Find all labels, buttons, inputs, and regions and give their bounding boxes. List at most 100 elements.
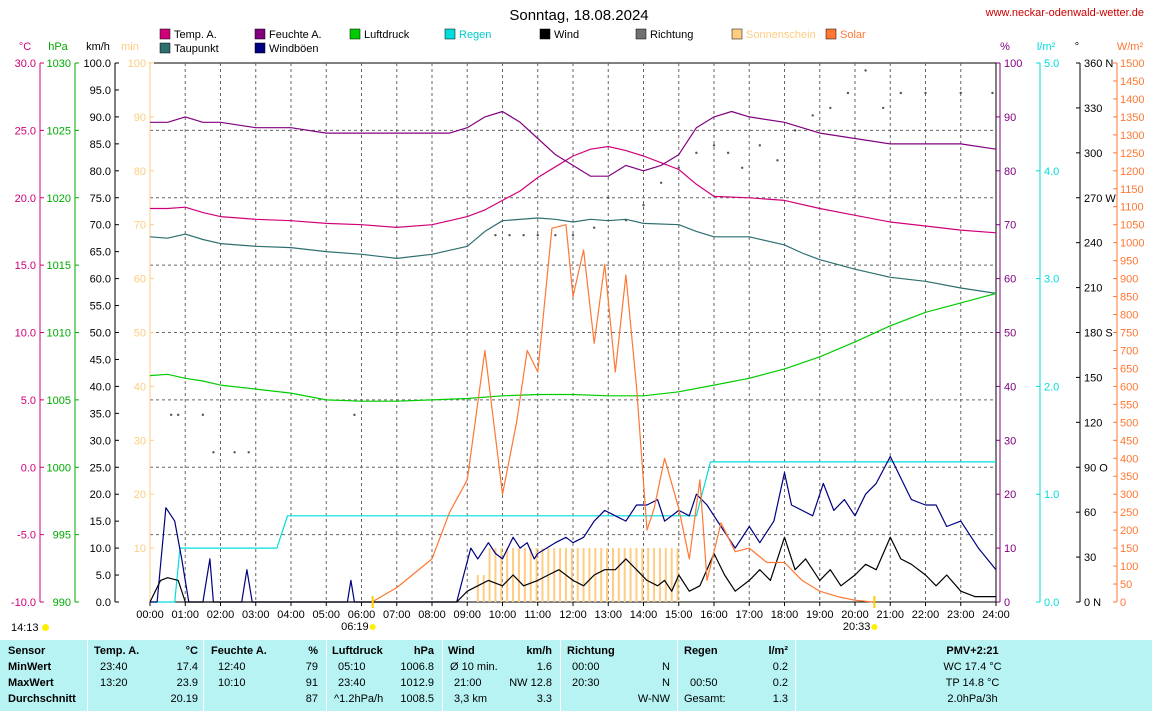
sunshine-tick-label: 50 — [134, 328, 146, 340]
chart-title: Sonntag, 18.08.2024 — [509, 7, 648, 24]
legend-label: Solar — [840, 29, 866, 41]
header-pmv: PMV+2:21 — [946, 645, 999, 657]
pressure-tick-label: 1005 — [47, 395, 71, 407]
wind-tick-label: 55.0 — [90, 301, 111, 313]
sunshine-tick-label: 100 — [128, 58, 146, 70]
header-pressure: Luftdruck — [332, 645, 383, 657]
wind-tick-label: 20.0 — [90, 489, 111, 501]
x-tick-label: 07:00 — [383, 609, 411, 621]
x-tick-label: 10:00 — [489, 609, 517, 621]
website-link[interactable]: www.neckar-odenwald-wetter.de — [985, 7, 1144, 19]
humidity-tick-label: 50 — [1004, 328, 1016, 340]
pressure-tick-label: 995 — [53, 530, 71, 542]
direction-point — [508, 233, 511, 237]
wind-tick-label: 40.0 — [90, 381, 111, 393]
max-humidity-time: 10:10 — [218, 677, 246, 689]
solar-tick-label: 200 — [1120, 525, 1138, 537]
direction-point — [642, 204, 645, 207]
rain-tick-label: 5.0 — [1044, 58, 1059, 70]
chart-grid — [149, 62, 997, 603]
series-regen — [150, 461, 996, 603]
legend-swatch — [539, 28, 551, 40]
direction-axis-unit: ° — [1075, 41, 1079, 53]
direction-tick-label: 90 O — [1084, 462, 1108, 474]
row-max-label: MaxWert — [8, 677, 54, 689]
direction-point — [899, 91, 903, 95]
min-wind-label: Ø 10 min. — [450, 661, 498, 673]
legend-label: Regen — [459, 29, 491, 41]
wind-tick-label: 95.0 — [90, 85, 111, 97]
min-humidity-time: 12:40 — [218, 661, 246, 673]
min-temp-time: 23:40 — [100, 661, 128, 673]
avg-temp-value: 20.19 — [170, 693, 198, 705]
min-extra: WC 17.4 °C — [943, 661, 1002, 673]
pressure-tick-label: 1000 — [47, 462, 71, 474]
solar-tick-label: 1000 — [1120, 238, 1144, 250]
sunshine-tick-label: 90 — [134, 112, 146, 124]
solar-tick-label: 350 — [1120, 471, 1138, 483]
max-pressure-value: 1012.9 — [400, 677, 434, 689]
direction-point — [353, 413, 356, 417]
sunshine-tick-label: 80 — [134, 166, 146, 178]
solar-tick-label: 800 — [1120, 310, 1138, 322]
legend-label: Luftdruck — [364, 29, 410, 41]
direction-point — [554, 233, 557, 237]
x-tick-label: 14:00 — [630, 609, 658, 621]
direction-tick-label: 0 N — [1084, 597, 1101, 609]
pressure-tick-label: 1030 — [47, 58, 71, 70]
x-tick-label: 21:00 — [876, 609, 904, 621]
solar-tick-label: 1500 — [1120, 58, 1144, 70]
header-pressure-unit: hPa — [413, 645, 434, 657]
solar-tick-label: 1250 — [1120, 148, 1144, 160]
legend-label: Feuchte A. — [269, 29, 322, 41]
pressure-tick-label: 1010 — [47, 328, 71, 340]
direction-point — [758, 144, 762, 147]
direction-point — [991, 91, 994, 95]
x-tick-label: 22:00 — [912, 609, 940, 621]
direction-point — [924, 91, 927, 95]
x-tick-label: 24:00 — [982, 609, 1010, 621]
avg-humidity-value: 87 — [305, 693, 318, 705]
series-solar — [371, 224, 873, 603]
temp-tick-label: 15.0 — [15, 260, 36, 272]
legend-label: Richtung — [650, 29, 693, 41]
humidity-tick-label: 100 — [1004, 58, 1022, 70]
avg-wind-label: 3,3 km — [454, 693, 488, 705]
solar-tick-label: 750 — [1120, 328, 1138, 340]
min-rain-value: 0.2 — [772, 661, 788, 673]
x-tick-label: 16:00 — [700, 609, 728, 621]
solar-tick-label: 900 — [1120, 274, 1138, 286]
pressure-tick-label: 1015 — [47, 260, 71, 272]
direction-tick-label: 150 — [1084, 372, 1102, 384]
x-tick-label: 19:00 — [806, 609, 834, 621]
direction-tick-label: 120 — [1084, 417, 1102, 429]
x-tick-label: 23:00 — [947, 609, 975, 621]
max-pressure-time: 23:40 — [338, 677, 366, 689]
humidity-tick-label: 80 — [1004, 166, 1016, 178]
x-tick-label: 11:00 — [524, 609, 551, 621]
x-tick-label: 09:00 — [453, 609, 481, 621]
direction-point — [592, 226, 596, 229]
direction-point — [726, 151, 730, 155]
legend-swatch — [254, 28, 266, 40]
solar-tick-label: 300 — [1120, 489, 1138, 501]
direction-point — [212, 451, 215, 454]
solar-tick-label: 100 — [1120, 561, 1138, 573]
wind-tick-label: 50.0 — [90, 328, 111, 340]
wind-tick-label: 90.0 — [90, 112, 111, 124]
wind-tick-label: 25.0 — [90, 462, 111, 474]
direction-point — [247, 451, 250, 454]
min-pressure-value: 1006.8 — [400, 661, 434, 673]
solar-tick-label: 1050 — [1120, 220, 1144, 232]
wind-tick-label: 5.0 — [96, 570, 111, 582]
direction-point — [829, 106, 832, 110]
solar-tick-label: 650 — [1120, 363, 1138, 375]
rain-tick-label: 2.0 — [1044, 381, 1059, 393]
temp-tick-label: 30.0 — [15, 58, 36, 70]
max-wind-value: NW 12.8 — [509, 677, 552, 689]
humidity-tick-label: 70 — [1004, 220, 1016, 232]
wind-tick-label: 80.0 — [90, 166, 111, 178]
solar-tick-label: 1200 — [1120, 166, 1144, 178]
wind-tick-label: 15.0 — [90, 516, 111, 528]
direction-point — [846, 91, 850, 95]
